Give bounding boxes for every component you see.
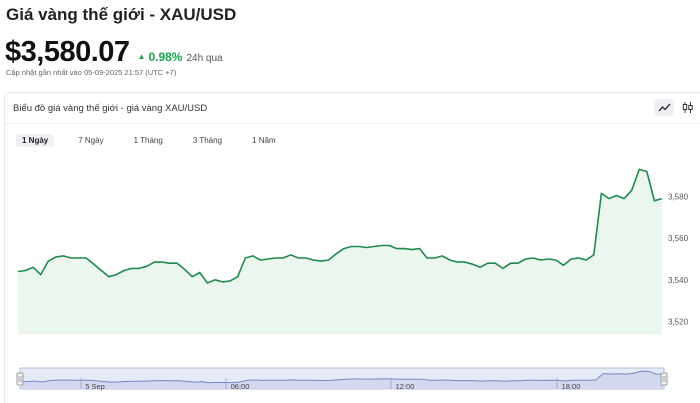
card-divider [5,123,700,124]
candlestick-icon [682,102,693,113]
navigator-time-label: 06:00 [231,382,250,391]
y-tick-label: 3,560 [668,234,689,243]
tab-1-month[interactable]: 1 Tháng [133,136,163,145]
tab-3-months[interactable]: 3 Tháng [192,136,223,145]
price-change: ▲ 0.98% 24h qua [138,50,223,64]
tab-7-days[interactable]: 7 Ngày [78,136,104,145]
navigator-time-label: 5 Sep [85,382,105,391]
time-range-tabs: 1 Ngày 7 Ngày 1 Tháng 3 Tháng 1 Năm [16,134,300,147]
navigator-left-handle[interactable] [16,372,24,386]
main-plot [17,168,663,334]
y-axis: 3,520 3,540 3,560 3,580 [668,193,689,327]
tab-1-day[interactable]: 1 Ngày [16,134,55,147]
navigator-right-handle[interactable] [660,372,668,386]
range-navigator[interactable]: 5 Sep 06:00 12:00 18:00 [16,367,668,391]
tab-1-year[interactable]: 1 Năm [252,136,276,145]
page-title: Giá vàng thế giới - XAU/USD [6,5,237,24]
chart-card-title: Biểu đồ giá vàng thế giới - giá vàng XAU… [13,103,208,114]
line-chart-icon [657,103,671,112]
arrow-up-icon: ▲ [137,52,146,61]
price-line [17,168,663,284]
y-tick-label: 3,520 [668,318,689,327]
chart-card: Biểu đồ giá vàng thế giới - giá vàng XAU… [4,92,700,403]
y-tick-label: 3,540 [668,276,689,285]
line-view-button[interactable] [654,99,674,116]
navigator-time-label: 12:00 [396,382,415,391]
y-tick-label: 3,580 [668,193,689,202]
candlestick-view-button[interactable] [677,99,697,116]
navigator-area [20,371,664,389]
navigator-time-label: 18:00 [562,382,581,391]
change-period: 24h qua [186,53,223,64]
change-percent: 0.98% [148,50,183,64]
price-row: $3,580.07 ▲ 0.98% 24h qua [5,36,223,69]
last-updated-text: Cập nhật gần nhất vào 05-09-2025 21:57 (… [6,68,177,77]
current-price: $3,580.07 [5,36,130,68]
